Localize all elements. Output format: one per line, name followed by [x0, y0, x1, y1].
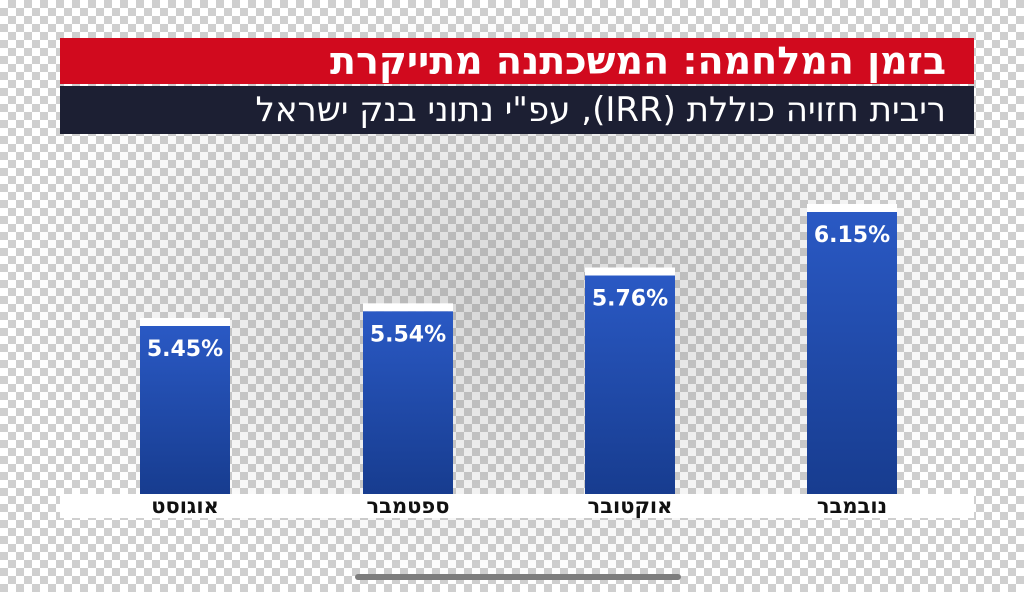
data-label: 5.45% [147, 337, 223, 362]
bar-cap [140, 318, 230, 326]
home-indicator[interactable] [355, 574, 681, 580]
category-label: נובמבר [816, 494, 888, 518]
bar-cap [807, 204, 897, 212]
category-label: ספטמבר [366, 494, 450, 518]
data-label: 6.15% [814, 223, 890, 248]
bar [585, 275, 675, 494]
category-label: אוקטובר [587, 494, 673, 518]
category-label: אוגוסט [151, 494, 219, 518]
bar-cap [363, 303, 453, 312]
data-label: 5.76% [592, 287, 668, 312]
bar [363, 311, 453, 494]
chart-subtitle: ריבית חזויה כוללת (IRR), עפ"י נתוני בנק … [60, 86, 974, 134]
category-axis-strip [60, 494, 974, 518]
bar-cap [585, 267, 675, 276]
bar [807, 212, 897, 494]
data-label: 5.54% [370, 322, 446, 347]
chart-title: בזמן המלחמה: המשכתנה מתייקרת [60, 38, 974, 84]
bar [140, 326, 230, 494]
